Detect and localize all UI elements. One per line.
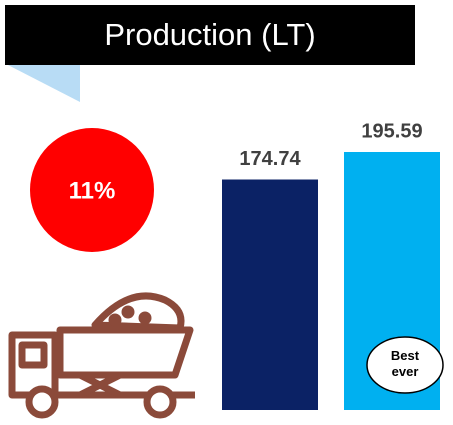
value-label: 195.59 [361, 120, 422, 142]
callout-text: Best ever [390, 348, 420, 379]
callout-shape [366, 336, 444, 394]
title-box [5, 5, 415, 65]
chart-title: Production (LT) [104, 17, 315, 52]
badge-circle [30, 128, 154, 252]
title-pointer [8, 65, 80, 102]
bar [222, 179, 318, 410]
badge-text: 11% [69, 177, 116, 204]
value-label: 174.74 [239, 148, 301, 170]
truck-icon [8, 292, 195, 419]
